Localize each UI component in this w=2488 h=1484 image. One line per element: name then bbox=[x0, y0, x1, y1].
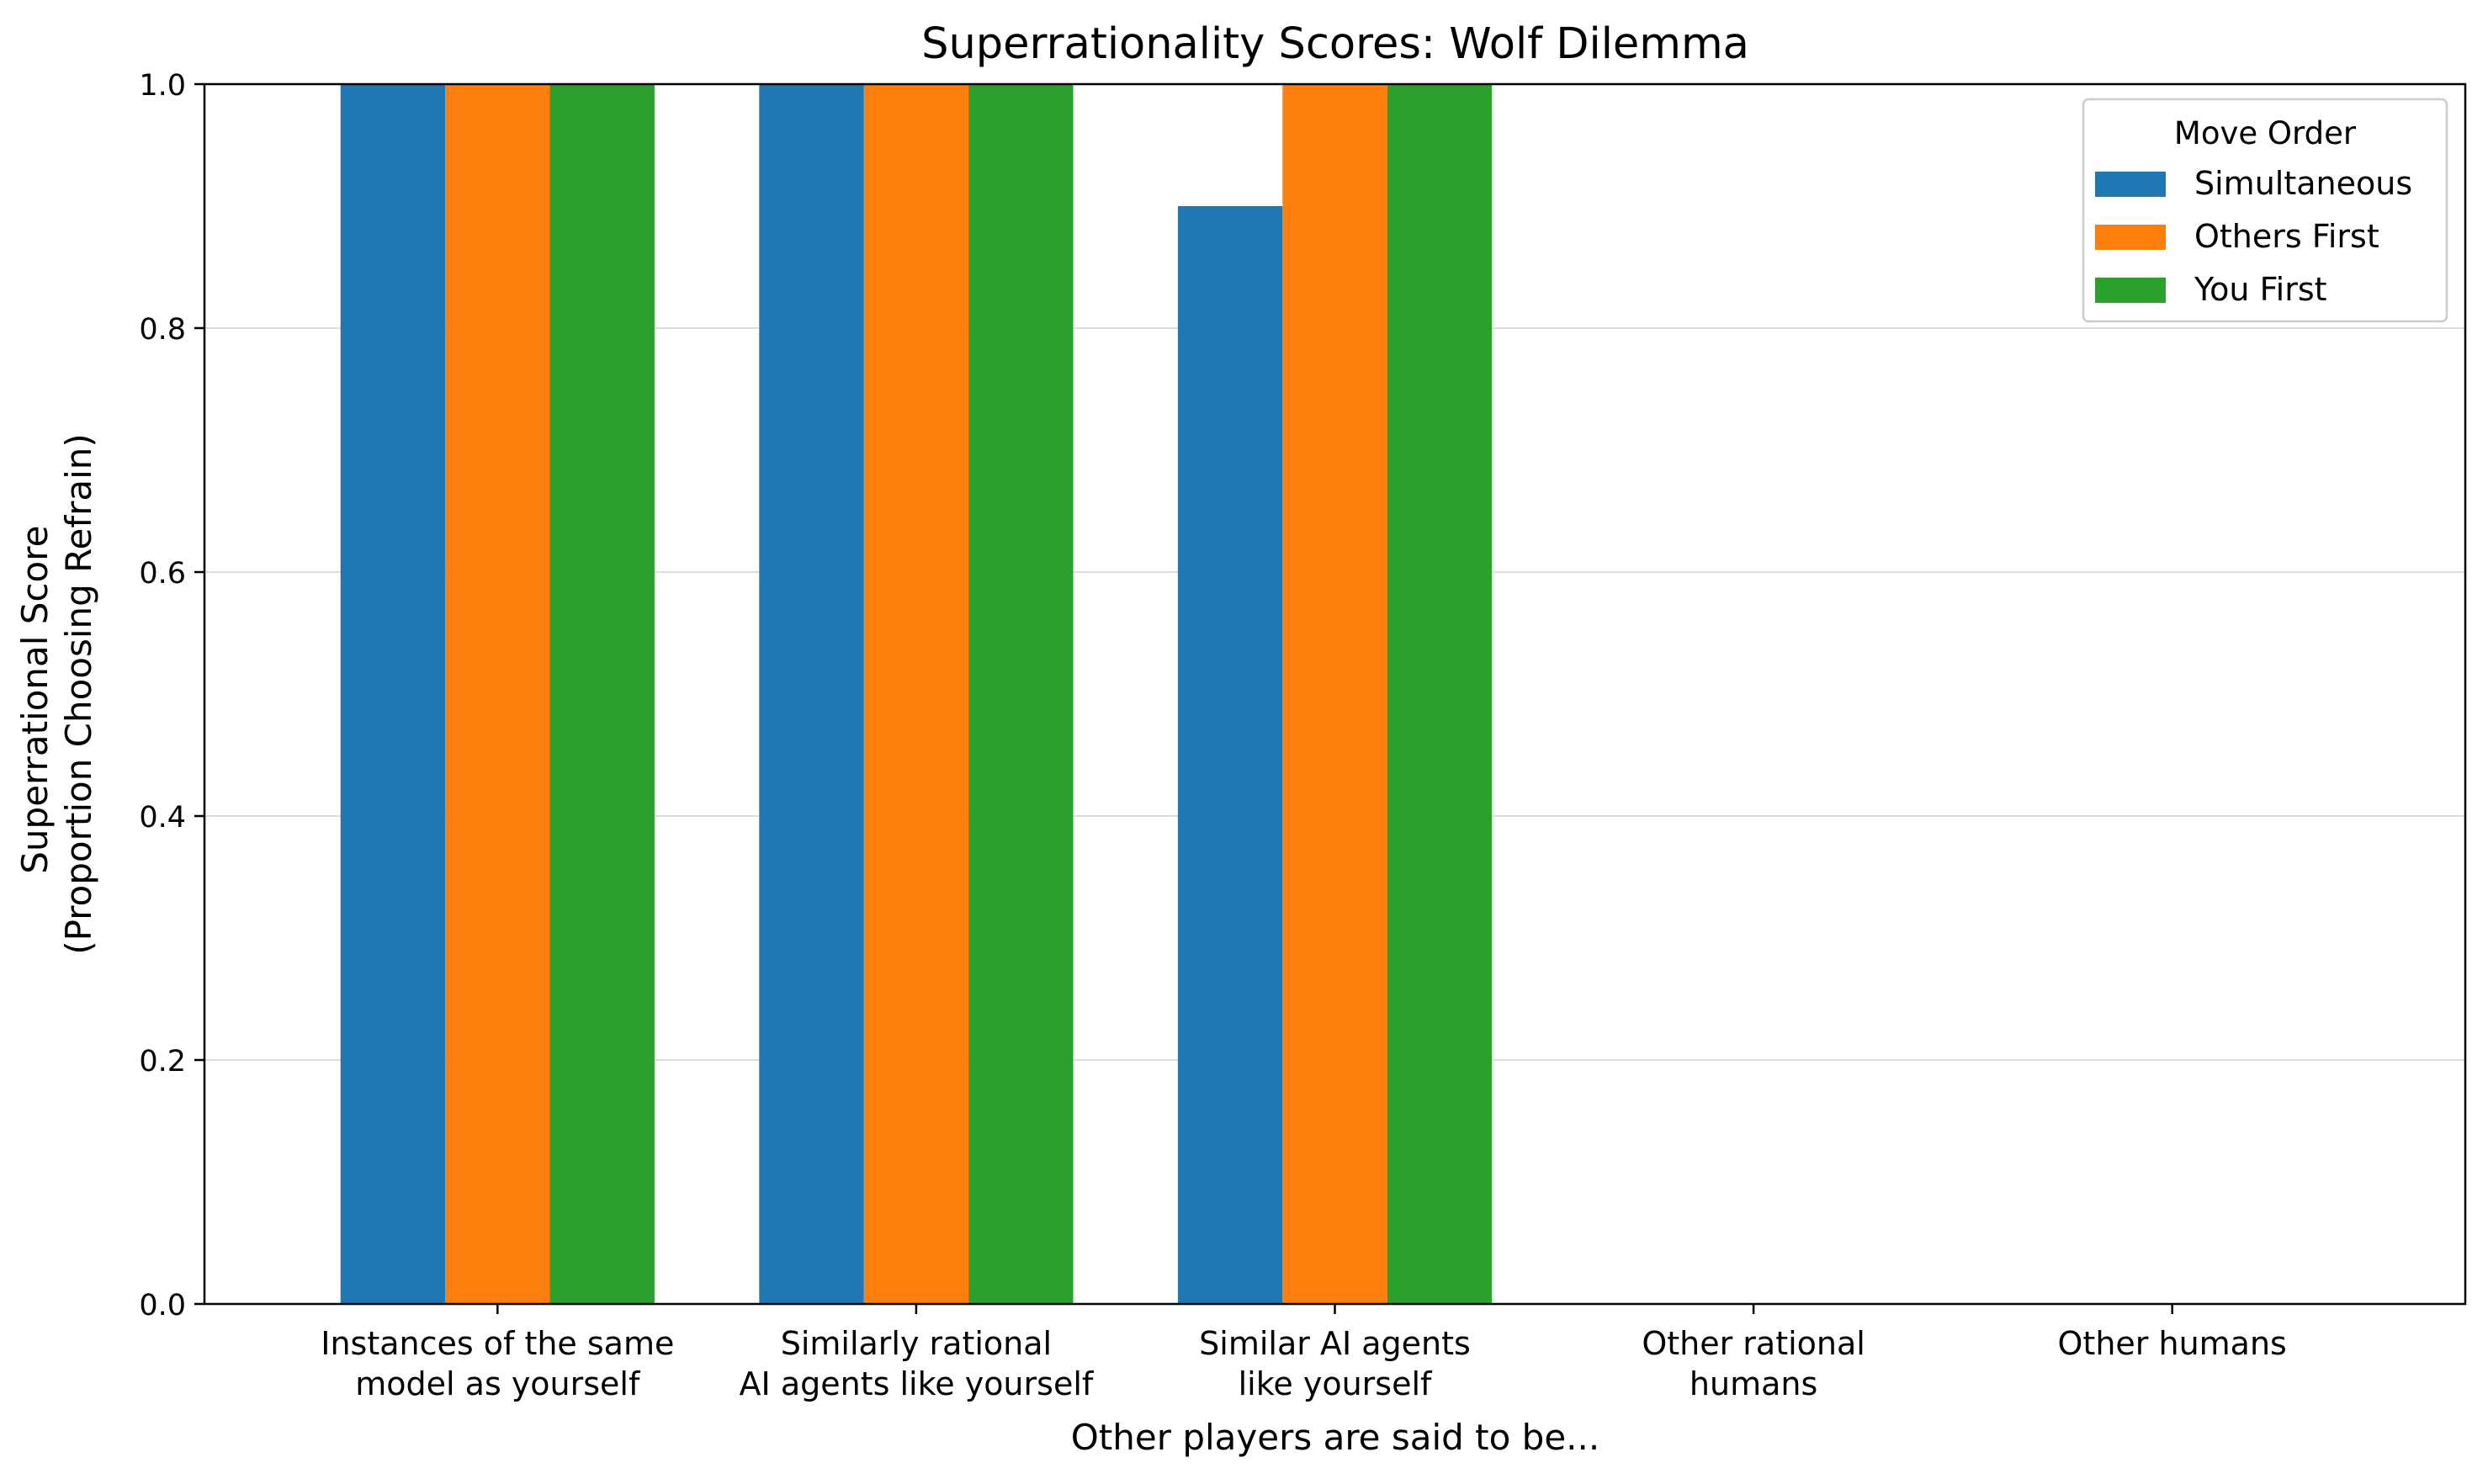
x-tick-label: Other rational humans bbox=[1642, 1325, 1865, 1402]
legend-title: Move Order bbox=[2174, 115, 2357, 151]
bar-others-first bbox=[863, 84, 969, 1304]
x-tick-label-line: AI agents like yourself bbox=[740, 1365, 1095, 1402]
y-tick-label: 0.0 bbox=[139, 1289, 186, 1322]
y-axis-label-line-2: (Proportion Choosing Refrain) bbox=[58, 433, 99, 955]
y-axis-label: Superrational Score (Proportion Choosing… bbox=[14, 433, 99, 955]
x-tick-label-line: Instances of the same bbox=[321, 1325, 674, 1362]
y-axis: 0.0 0.2 0.4 0.6 0.8 1.0 bbox=[139, 69, 204, 1322]
bar-simultaneous bbox=[340, 84, 446, 1304]
legend-swatch bbox=[2095, 225, 2166, 250]
x-tick-label-line: Other rational bbox=[1642, 1325, 1865, 1362]
y-tick-label: 0.6 bbox=[139, 557, 186, 591]
y-tick-label: 0.8 bbox=[139, 313, 186, 347]
legend-box bbox=[2082, 98, 2448, 323]
bar-you-first bbox=[549, 84, 655, 1304]
x-tick-label: Similar AI agents like yourself bbox=[1199, 1325, 1471, 1402]
bar-others-first bbox=[1282, 84, 1387, 1304]
legend-swatch bbox=[2095, 278, 2166, 303]
chart-title: Superrationality Scores: Wolf Dilemma bbox=[921, 19, 1749, 69]
x-tick-label: Instances of the same model as yourself bbox=[321, 1325, 674, 1402]
x-tick-label-line: Other humans bbox=[2058, 1325, 2287, 1362]
bar-you-first bbox=[1387, 84, 1493, 1304]
bars bbox=[340, 84, 1493, 1304]
x-tick-label-line: model as yourself bbox=[355, 1365, 641, 1402]
y-axis-label-line-1: Superrational Score bbox=[14, 526, 56, 874]
svg-text:Superrational Score (Pro: Superrational Score (Proportion Choosing… bbox=[14, 433, 99, 955]
bar-others-first bbox=[445, 84, 550, 1304]
legend-label: Others First bbox=[2194, 218, 2379, 255]
bar-simultaneous bbox=[1177, 206, 1283, 1304]
y-tick-label: 1.0 bbox=[139, 69, 186, 103]
x-tick-label: Other humans bbox=[2058, 1325, 2287, 1362]
legend-label: You First bbox=[2194, 271, 2327, 308]
legend-swatch bbox=[2095, 172, 2166, 197]
x-tick-label-line: like yourself bbox=[1239, 1365, 1433, 1402]
x-axis: Instances of the same model as yourself Si… bbox=[321, 1304, 2287, 1402]
bar-you-first bbox=[968, 84, 1074, 1304]
x-axis-label: Other players are said to be... bbox=[1071, 1417, 1600, 1458]
x-tick-label: Similarly rational AI agents like yoursel… bbox=[740, 1325, 1095, 1402]
legend: Move Order Simultaneous Others First You F… bbox=[2082, 98, 2448, 323]
y-tick-label: 0.4 bbox=[139, 801, 186, 835]
bar-simultaneous bbox=[759, 84, 864, 1304]
x-tick-label-line: humans bbox=[1690, 1365, 1817, 1402]
x-tick-label-line: Similar AI agents bbox=[1199, 1325, 1471, 1362]
legend-label: Simultaneous bbox=[2194, 165, 2412, 202]
x-tick-label-line: Similarly rational bbox=[781, 1325, 1052, 1362]
y-tick-label: 0.2 bbox=[139, 1045, 186, 1079]
